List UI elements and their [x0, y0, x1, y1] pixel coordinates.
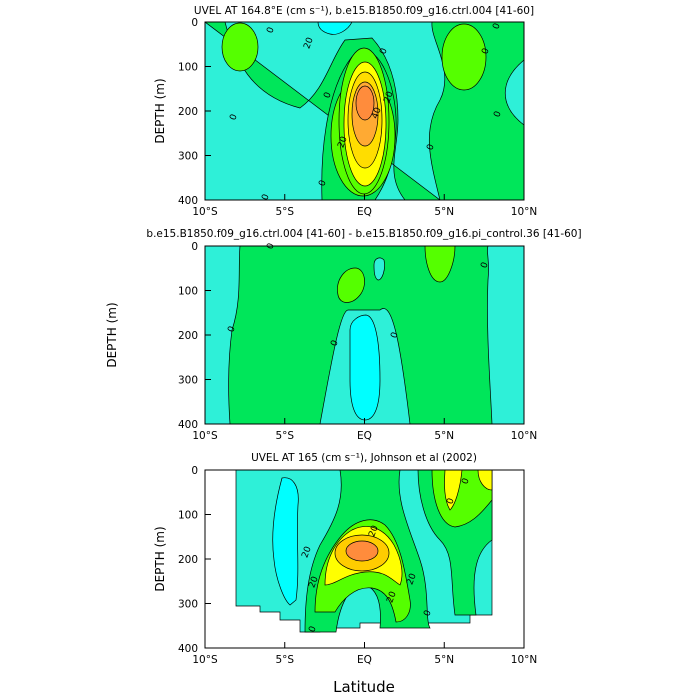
panel-3-south-cyan-lobe — [272, 477, 299, 606]
y-tick-label: 200 — [178, 330, 198, 342]
y-tick-label: 200 — [178, 554, 198, 566]
contour-value-label: 20 — [307, 575, 320, 589]
contour-value-label: 20 — [302, 36, 315, 50]
y-tick-label: 400 — [178, 195, 198, 207]
contour-value-label: 0 — [322, 91, 333, 100]
contour-value-label: 0 — [265, 26, 276, 35]
contour-value-label: 0 — [425, 143, 436, 152]
x-tick-label: EQ — [357, 206, 372, 218]
panel-2-equator-lime-patch — [337, 267, 365, 303]
x-tick-label: EQ — [357, 430, 372, 442]
contour-value-label: 0 — [460, 477, 471, 486]
panel-1-contours — [205, 22, 524, 200]
panel-2-equator-cyan-core — [349, 314, 381, 421]
x-tick-label: 10°S — [192, 430, 218, 442]
y-tick-label: 0 — [191, 465, 198, 477]
contour-value-label: 0 — [479, 261, 490, 270]
panel-3-title: UVEL AT 165 (cm s⁻¹), Johnson et al (200… — [251, 452, 477, 464]
contour-value-label: 0 — [445, 497, 456, 506]
x-tick-label: 5°N — [434, 654, 454, 666]
contour-value-label: 0 — [260, 193, 271, 202]
panel-2-north-lime-patch — [424, 246, 456, 283]
panel-3: UVEL AT 165 (cm s⁻¹), Johnson et al (200… — [153, 452, 537, 696]
panel-1-south-lime-patch — [221, 22, 259, 72]
panel-2-ylabel: DEPTH (m) — [105, 302, 119, 367]
contour-value-label: 0 — [317, 179, 328, 188]
contour-value-label: 20 — [385, 590, 398, 604]
contour-value-label: 0 — [329, 339, 340, 348]
panel-3-contour-labels: 0 0 20 20 20 20 20 0 0 — [300, 477, 471, 634]
x-axis-label: Latitude — [333, 678, 395, 696]
y-tick-label: 0 — [191, 241, 198, 253]
y-tick-label: 100 — [178, 286, 198, 298]
x-tick-label: 10°N — [511, 654, 537, 666]
panel-1-north-lime-patch — [441, 23, 487, 91]
y-tick-label: 200 — [178, 106, 198, 118]
y-tick-label: 0 — [191, 17, 198, 29]
x-tick-label: 5°N — [434, 430, 454, 442]
y-tick-label: 300 — [178, 375, 198, 387]
contour-value-label: 20 — [336, 135, 349, 149]
panel-3-ylabel: DEPTH (m) — [153, 526, 167, 591]
panel-2-contours — [205, 246, 524, 424]
panel-1-ylabel: DEPTH (m) — [153, 78, 167, 143]
panel-3-contour-50 — [345, 540, 379, 562]
panel-2-south-cyan-region — [205, 246, 241, 424]
panel-3-contours — [235, 470, 493, 633]
contour-value-label: 0 — [491, 22, 502, 31]
contour-value-label: 20 — [405, 572, 418, 586]
contour-value-label: 0 — [265, 242, 276, 251]
contour-value-label: 40 — [370, 106, 383, 120]
contour-value-label: 20 — [367, 524, 380, 538]
panel-2-small-cyan-patch — [373, 257, 385, 281]
panel-1-title: UVEL AT 164.8°E (cm s⁻¹), b.e15.B1850.f0… — [194, 5, 534, 17]
contour-value-label: 0 — [378, 47, 389, 56]
panel-1-contour-labels: 0 20 0 0 0 0 0 20 40 20 0 0 0 0 — [228, 22, 503, 202]
panel-2-title: b.e15.B1850.f09_g16.ctrl.004 [41-60] - b… — [146, 228, 581, 240]
panel-2-axis-ticks: 10°S 5°S EQ 5°N 10°N 0 100 200 300 400 — [178, 241, 537, 442]
x-tick-label: 5°S — [275, 206, 294, 218]
x-tick-label: 10°S — [192, 654, 218, 666]
panel-2-contour-labels: 0 0 0 0 0 — [226, 242, 490, 348]
panel-1: UVEL AT 164.8°E (cm s⁻¹), b.e15.B1850.f0… — [153, 5, 537, 218]
y-tick-label: 400 — [178, 419, 198, 431]
x-tick-label: 5°S — [275, 430, 294, 442]
contour-value-label: 0 — [422, 609, 433, 618]
panel-2-north-cyan-region — [487, 246, 524, 424]
contour-value-label: 0 — [480, 47, 491, 56]
panel-1-cyan-patch — [317, 22, 353, 35]
y-tick-label: 300 — [178, 599, 198, 611]
contour-value-label: 0 — [389, 331, 400, 340]
panel-2: b.e15.B1850.f09_g16.ctrl.004 [41-60] - b… — [105, 228, 582, 442]
contour-value-label: 20 — [382, 90, 395, 104]
y-tick-label: 100 — [178, 62, 198, 74]
x-tick-label: 10°N — [511, 430, 537, 442]
contour-value-label: 0 — [492, 110, 503, 119]
x-tick-label: 10°N — [511, 206, 537, 218]
panel-3-north-yellow-patch — [444, 470, 463, 511]
y-tick-label: 100 — [178, 510, 198, 522]
panel-1-contour-50 — [355, 85, 375, 121]
contour-value-label: 0 — [307, 625, 318, 634]
panel-3-corner-yellow-patch — [477, 470, 493, 491]
y-tick-label: 400 — [178, 643, 198, 655]
x-tick-label: EQ — [357, 654, 372, 666]
contour-value-label: 0 — [228, 113, 239, 122]
x-tick-label: 5°S — [275, 654, 294, 666]
x-tick-label: 5°N — [434, 206, 454, 218]
contour-value-label: 20 — [300, 545, 313, 559]
x-tick-label: 10°S — [192, 206, 218, 218]
y-tick-label: 300 — [178, 151, 198, 163]
contour-value-label: 0 — [226, 325, 237, 334]
